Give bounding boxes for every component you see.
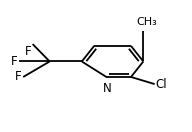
Text: CH₃: CH₃ (137, 17, 157, 27)
Text: F: F (24, 45, 31, 58)
Text: F: F (11, 55, 18, 68)
Text: F: F (15, 70, 22, 83)
Text: Cl: Cl (156, 78, 167, 91)
Text: N: N (103, 82, 112, 95)
